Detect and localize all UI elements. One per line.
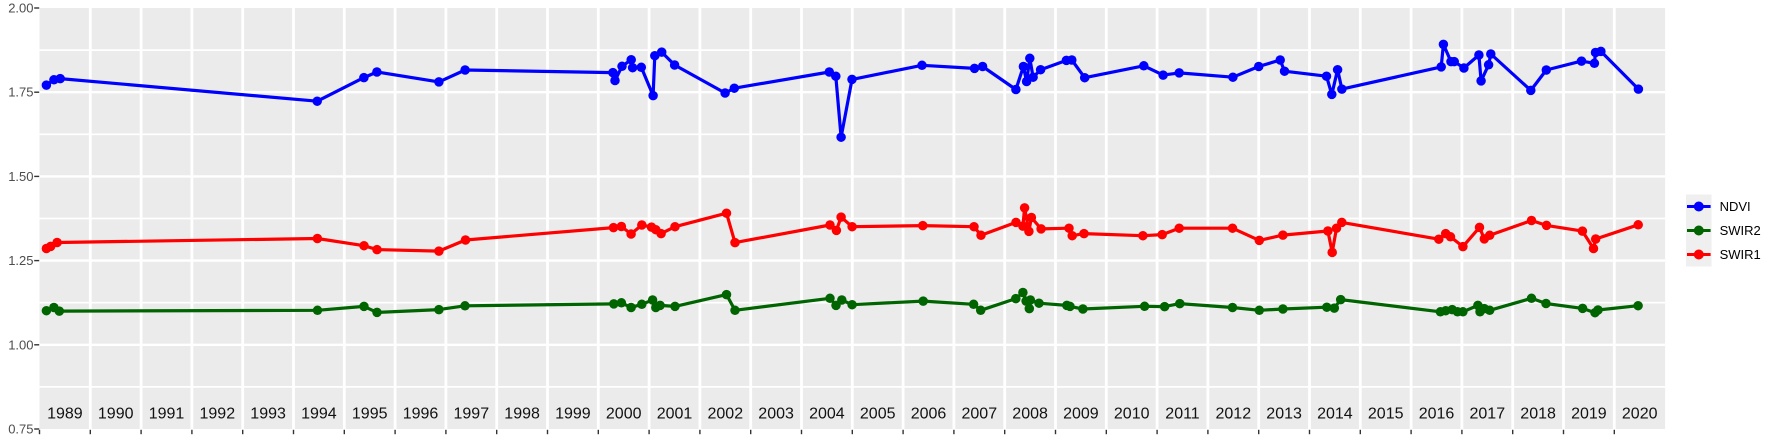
svg-text:2017: 2017 bbox=[1470, 406, 1506, 423]
svg-text:2011: 2011 bbox=[1165, 406, 1200, 423]
svg-text:1999: 1999 bbox=[555, 406, 591, 423]
svg-text:0.75: 0.75 bbox=[8, 422, 33, 437]
svg-text:1.00: 1.00 bbox=[8, 337, 33, 352]
svg-text:2007: 2007 bbox=[962, 406, 998, 423]
svg-text:1991: 1991 bbox=[149, 406, 185, 423]
svg-text:2013: 2013 bbox=[1266, 406, 1302, 423]
svg-text:2016: 2016 bbox=[1419, 406, 1455, 423]
svg-text:2008: 2008 bbox=[1012, 406, 1048, 423]
svg-text:1994: 1994 bbox=[301, 406, 337, 423]
svg-text:2018: 2018 bbox=[1520, 406, 1556, 423]
svg-text:1995: 1995 bbox=[352, 406, 388, 423]
svg-text:2006: 2006 bbox=[911, 406, 947, 423]
svg-text:1.25: 1.25 bbox=[8, 253, 33, 268]
svg-text:1998: 1998 bbox=[504, 406, 540, 423]
svg-text:2002: 2002 bbox=[708, 406, 744, 423]
svg-text:NDVI: NDVI bbox=[1720, 199, 1751, 214]
svg-text:1.75: 1.75 bbox=[8, 85, 33, 100]
svg-text:2005: 2005 bbox=[860, 406, 896, 423]
svg-text:2012: 2012 bbox=[1216, 406, 1252, 423]
svg-text:1989: 1989 bbox=[47, 406, 83, 423]
svg-text:2001: 2001 bbox=[657, 406, 693, 423]
svg-text:SWIR1: SWIR1 bbox=[1720, 247, 1761, 262]
svg-text:SWIR2: SWIR2 bbox=[1720, 223, 1761, 238]
svg-text:2003: 2003 bbox=[758, 406, 794, 423]
svg-text:2000: 2000 bbox=[606, 406, 642, 423]
svg-text:2015: 2015 bbox=[1368, 406, 1404, 423]
svg-text:1997: 1997 bbox=[454, 406, 490, 423]
svg-text:1.50: 1.50 bbox=[8, 169, 33, 184]
svg-text:2014: 2014 bbox=[1317, 406, 1353, 423]
svg-text:1990: 1990 bbox=[98, 406, 134, 423]
svg-text:2004: 2004 bbox=[809, 406, 845, 423]
svg-text:2010: 2010 bbox=[1114, 406, 1150, 423]
svg-text:1996: 1996 bbox=[403, 406, 439, 423]
svg-text:2.00: 2.00 bbox=[8, 1, 33, 16]
svg-text:2020: 2020 bbox=[1622, 406, 1658, 423]
svg-text:2009: 2009 bbox=[1063, 406, 1099, 423]
svg-text:1993: 1993 bbox=[250, 406, 286, 423]
svg-text:1992: 1992 bbox=[200, 406, 236, 423]
svg-text:2019: 2019 bbox=[1571, 406, 1607, 423]
